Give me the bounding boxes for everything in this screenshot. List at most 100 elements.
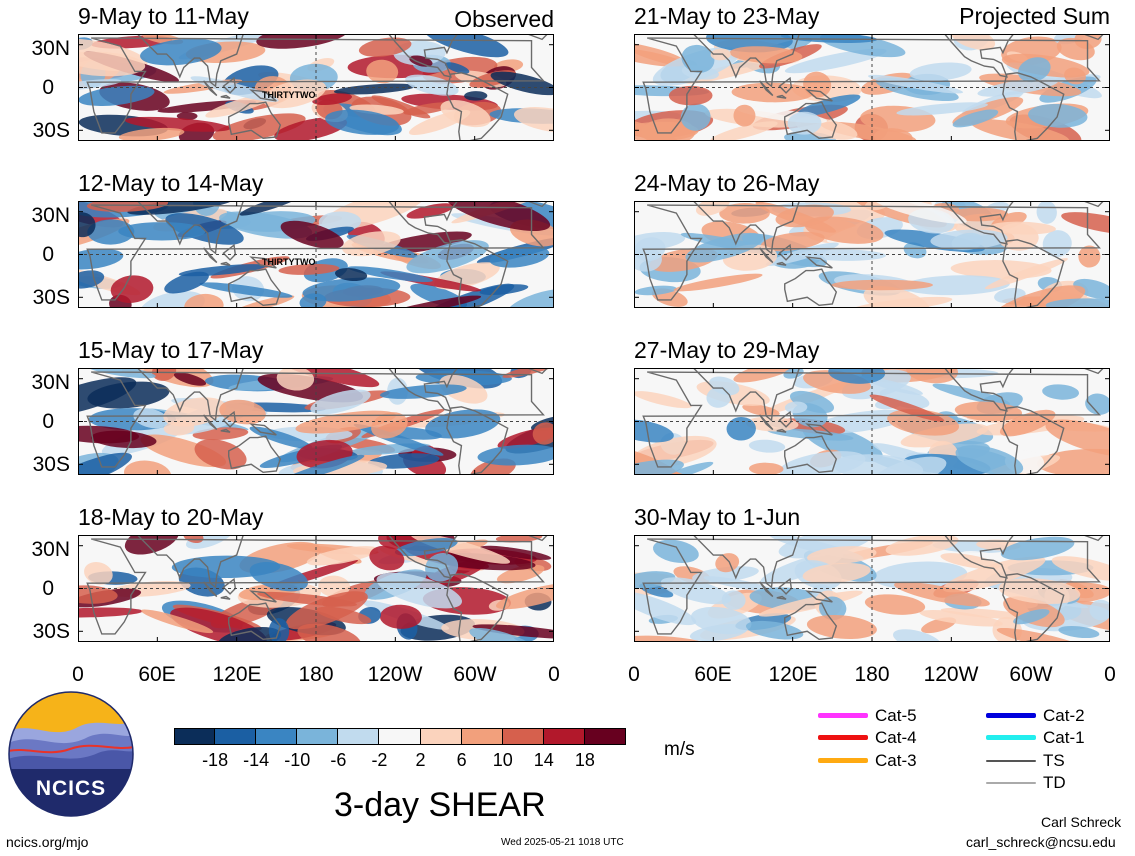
shear-blob <box>110 275 154 303</box>
shear-blob <box>719 203 770 224</box>
shear-blob <box>634 459 684 475</box>
shear-blob <box>151 368 177 381</box>
coastline <box>943 201 1015 245</box>
shear-blob <box>802 562 871 584</box>
shear-blob <box>233 295 295 308</box>
shear-blob <box>84 368 156 379</box>
coastline <box>220 261 231 266</box>
shear-blob <box>444 62 470 74</box>
legend-label-td: TD <box>1043 773 1066 792</box>
shear-blob <box>1045 419 1110 458</box>
shear-blob <box>906 368 959 384</box>
footer-author: Carl Schreck <box>1041 814 1122 830</box>
panel-title: 12-May to 14-May <box>78 170 264 196</box>
shear-blob <box>998 578 1081 605</box>
coastline <box>527 535 549 542</box>
coastline <box>136 201 245 255</box>
coastline <box>228 268 282 307</box>
shear-blob <box>715 553 740 573</box>
shear-blob <box>78 607 143 618</box>
lat-label: 0 <box>42 577 54 600</box>
ncics-logo: NCICS <box>8 691 134 817</box>
storm-label: THIRTYTWO <box>262 257 316 267</box>
legend-label-cat-5: Cat-5 <box>875 706 917 725</box>
panel-title: 27-May to 29-May <box>634 337 820 363</box>
colorbar-cell <box>215 728 257 745</box>
coastline <box>203 414 218 431</box>
shear-blob <box>1061 212 1110 235</box>
shear-field <box>634 34 1102 141</box>
coastlines <box>86 535 549 642</box>
lon-label: 0 <box>548 663 560 686</box>
coastline <box>1083 535 1105 542</box>
shear-blob <box>86 201 169 212</box>
shear-blob <box>710 121 778 141</box>
colorbar-tick-label: -18 <box>202 750 229 770</box>
coastline <box>642 538 1101 635</box>
shear-blob <box>706 34 793 53</box>
shear-blob <box>118 127 185 141</box>
shear-blob <box>806 615 877 640</box>
colorbar-tick-label: -6 <box>330 750 347 770</box>
lon-label: 0 <box>72 663 84 686</box>
shear-blob <box>505 288 554 308</box>
shear-blob <box>78 212 96 238</box>
coastline <box>784 101 838 140</box>
lat-label: 30S <box>32 453 70 476</box>
shear-blob <box>745 416 799 432</box>
shear-blob <box>369 545 405 571</box>
shear-blob <box>464 91 488 101</box>
observed-label: Observed <box>454 6 554 32</box>
lon-label: 120E <box>768 663 818 686</box>
shear-blob <box>807 546 877 565</box>
shear-blob <box>139 291 205 308</box>
shear-blob <box>1056 37 1095 61</box>
shear-blob <box>729 46 803 64</box>
shear-blob <box>173 372 207 386</box>
shear-blob <box>78 452 132 475</box>
footer-url: ncics.org/mjo <box>6 834 89 850</box>
lon-label: 60W <box>1009 663 1053 686</box>
shear-blob <box>1037 448 1110 475</box>
shear-blob <box>909 62 972 81</box>
shear-blob <box>385 295 482 308</box>
shear-field <box>634 201 1110 308</box>
colorbar-cell <box>338 728 380 745</box>
shear-blob <box>249 426 313 450</box>
shear-blob <box>278 263 340 275</box>
footer-email: carl_schreck@ncsu.edu <box>966 834 1116 850</box>
shear-blob <box>893 629 943 642</box>
storm-label: THIRTYTWO <box>262 90 316 100</box>
lon-label: 0 <box>1104 663 1116 686</box>
coastline <box>527 201 549 208</box>
shear-blob <box>634 40 687 67</box>
colorbar-cell <box>420 728 462 745</box>
coastlines <box>86 368 549 475</box>
shear-blob <box>1000 536 1075 561</box>
shear-blob <box>819 596 847 621</box>
coastline <box>776 595 787 600</box>
shear-blob <box>306 546 379 566</box>
shear-blob <box>78 248 124 270</box>
shear-blob <box>316 606 372 625</box>
shear-blob <box>366 59 399 84</box>
shear-blob <box>748 462 784 475</box>
shear-blob <box>333 83 416 95</box>
colorbar-tick-label: 2 <box>415 750 426 770</box>
coastline <box>203 581 218 598</box>
shear-blob <box>302 277 401 302</box>
coastline <box>943 34 1015 78</box>
panel-title: 21-May to 23-May <box>634 3 820 29</box>
shear-blob <box>662 461 714 475</box>
lon-label: 180 <box>854 663 890 686</box>
lon-label: 120E <box>212 663 262 686</box>
shear-blob <box>276 368 380 388</box>
projected-sum-label: Projected Sum <box>959 3 1110 29</box>
coastline <box>387 201 459 245</box>
shear-blob <box>423 34 509 58</box>
colorbar-tick-label: -14 <box>243 750 270 770</box>
shear-blob <box>299 293 327 308</box>
coastlines <box>86 34 549 141</box>
colorbar-tick-label: 10 <box>492 750 513 770</box>
coastline <box>784 268 838 307</box>
